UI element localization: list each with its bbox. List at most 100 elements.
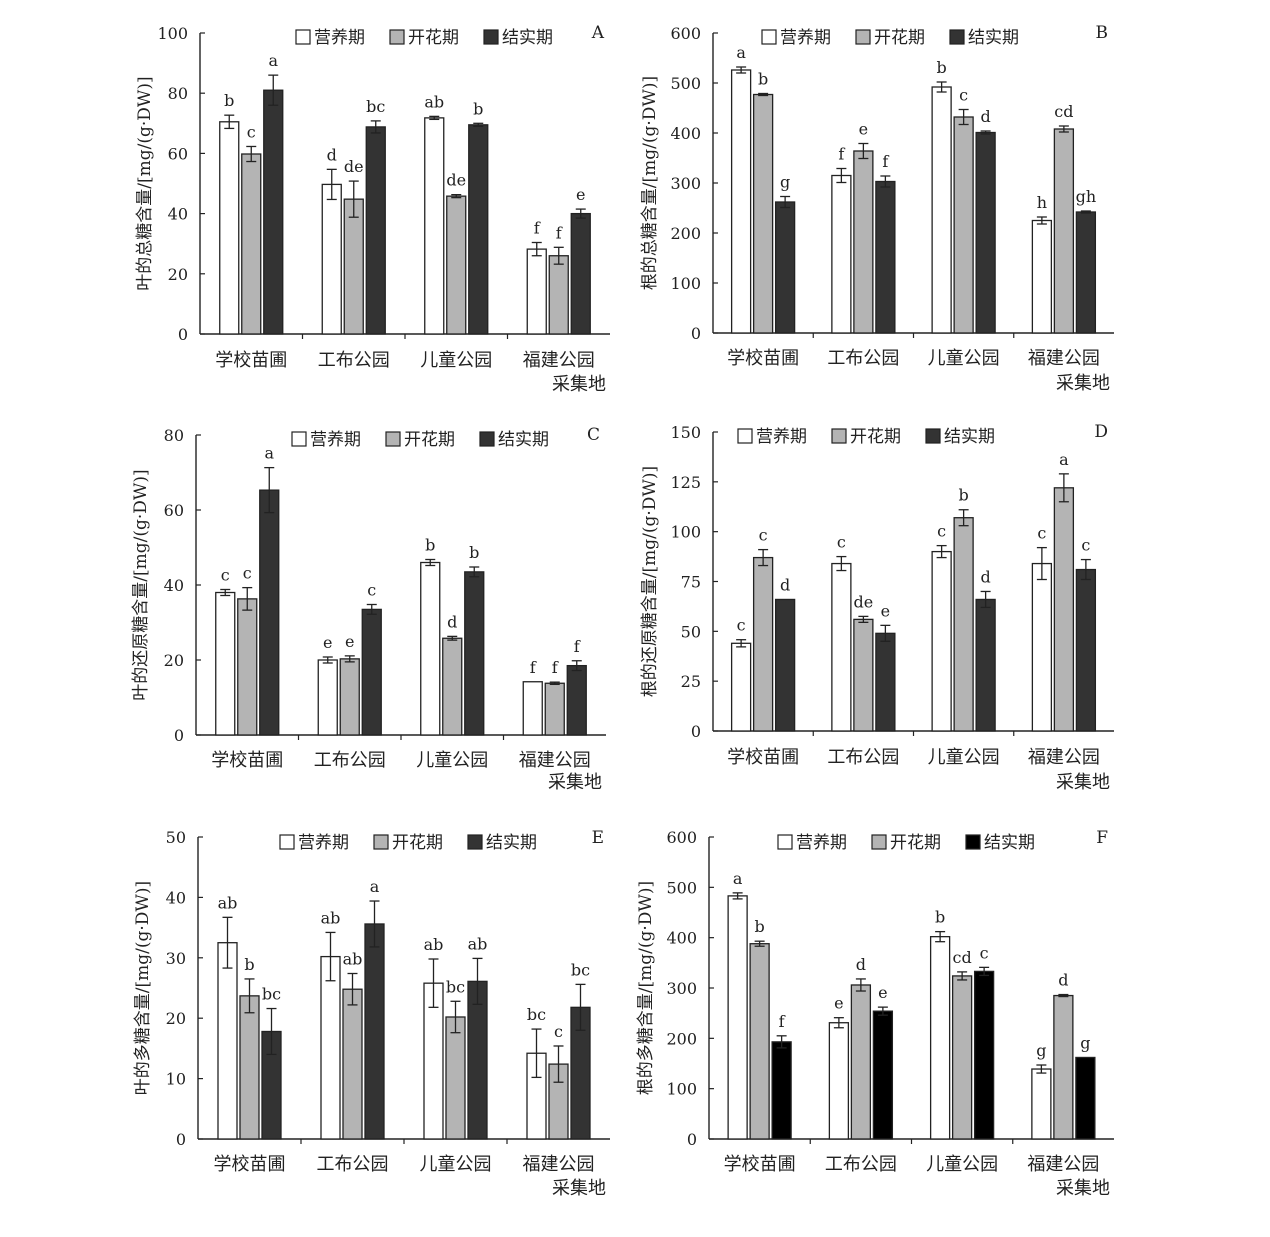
y-tick-label: 40 (166, 888, 186, 907)
bar (752, 93, 774, 334)
legend-label: 结实期 (486, 833, 537, 853)
y-tick-label: 50 (166, 828, 186, 847)
significance-label: d (1058, 971, 1068, 990)
bar (445, 1016, 466, 1140)
significance-label: b (758, 70, 768, 89)
significance-label: bc (446, 977, 465, 996)
significance-label: ab (343, 950, 363, 969)
significance-label: ab (468, 934, 488, 953)
significance-label: b (755, 917, 765, 936)
legend-label: 开花期 (408, 28, 459, 48)
x-axis-title: 采集地 (548, 772, 602, 793)
significance-label: cd (1054, 102, 1073, 121)
bar (774, 598, 796, 732)
legend-swatch (737, 428, 753, 444)
significance-label: b (244, 955, 254, 974)
significance-label: ab (321, 908, 341, 927)
y-tick-label: 200 (670, 224, 701, 243)
bar (951, 975, 973, 1140)
y-tick-label: 0 (691, 722, 701, 741)
significance-label: f (779, 1012, 786, 1031)
x-tick-label: 工布公园 (827, 348, 899, 369)
chart-panel-d: 0 25 50 75 100 125 150 根的还原糖含量/[mg/(g·DW)] D 学校苗圃… (640, 422, 1114, 793)
legend-swatch (965, 834, 981, 850)
significance-label: c (759, 526, 768, 545)
significance-label: e (859, 120, 868, 139)
bar (424, 117, 445, 335)
significance-label: bc (571, 960, 590, 979)
y-tick-label: 600 (670, 24, 701, 43)
y-tick-label: 75 (681, 573, 701, 592)
significance-label: ab (424, 92, 444, 111)
x-tick-label: 儿童公园 (420, 350, 492, 371)
significance-label: c (247, 122, 256, 141)
bar (872, 1010, 894, 1140)
legend-label: 结实期 (984, 833, 1035, 853)
bar (1075, 568, 1097, 732)
y-tick-label: 50 (681, 622, 701, 641)
chart-panel-f: 0 100 200 300 400 500 600 根的多糖含量/[mg/(g·DW)] F 学校… (636, 828, 1114, 1199)
significance-label: d (780, 575, 790, 594)
legend-label: 开花期 (850, 427, 901, 447)
significance-label: e (834, 994, 843, 1013)
panel-label: E (592, 828, 604, 848)
y-tick-label: 20 (164, 651, 184, 670)
legend: 营养期 开花期 结实期 (279, 833, 537, 853)
bar (544, 682, 565, 736)
bar (239, 995, 260, 1140)
y-axis-title: 根的总糖含量/[mg/(g·DW)] (640, 76, 660, 290)
significance-label: e (323, 633, 332, 652)
bar (931, 86, 952, 334)
x-tick-label: 学校苗圃 (214, 1154, 286, 1175)
significance-label: ab (218, 893, 238, 912)
bar (1053, 487, 1075, 732)
legend: 营养期 开花期 结实期 (777, 833, 1035, 853)
legend-label: 结实期 (944, 427, 995, 447)
bar (953, 517, 974, 732)
significance-label: bc (366, 97, 385, 116)
bar (730, 642, 752, 732)
bar (875, 632, 896, 732)
legend-swatch (279, 834, 295, 850)
legend-label: 营养期 (756, 427, 807, 447)
legend-label: 结实期 (498, 430, 549, 450)
significance-label: d (981, 567, 991, 586)
significance-label: f (552, 658, 559, 677)
significance-label: h (1037, 193, 1047, 212)
significance-label: f (556, 223, 563, 242)
significance-label: d (447, 612, 457, 631)
y-tick-label: 60 (164, 501, 184, 520)
bar (727, 895, 748, 1140)
legend-label: 开花期 (874, 28, 925, 48)
bar (1053, 128, 1075, 334)
legend-swatch (479, 431, 495, 447)
legend-label: 营养期 (298, 833, 349, 853)
bar (339, 658, 360, 736)
significance-label: c (1037, 524, 1046, 543)
x-tick-label: 工布公园 (314, 750, 386, 771)
y-tick-label: 0 (691, 324, 701, 343)
bar (442, 637, 463, 736)
bar (343, 198, 364, 335)
y-tick-label: 80 (168, 84, 188, 103)
significance-label: c (980, 943, 989, 962)
bar (973, 970, 995, 1140)
significance-label: e (881, 601, 890, 620)
significance-label: b (469, 543, 479, 562)
bar (526, 248, 547, 335)
y-axis-title: 根的多糖含量/[mg/(g·DW)] (636, 881, 656, 1095)
legend-label: 开花期 (392, 833, 443, 853)
legend-swatch (855, 29, 871, 45)
y-tick-label: 125 (670, 473, 701, 492)
bar (219, 121, 240, 335)
significance-label: f (530, 658, 537, 677)
significance-label: de (344, 157, 364, 176)
y-tick-label: 100 (666, 1080, 697, 1099)
panel-label: F (1096, 828, 1108, 848)
panel-label: A (591, 23, 605, 43)
significance-label: c (737, 616, 746, 635)
significance-label: c (243, 564, 252, 583)
significance-label: c (837, 533, 846, 552)
legend-swatch (389, 29, 405, 45)
